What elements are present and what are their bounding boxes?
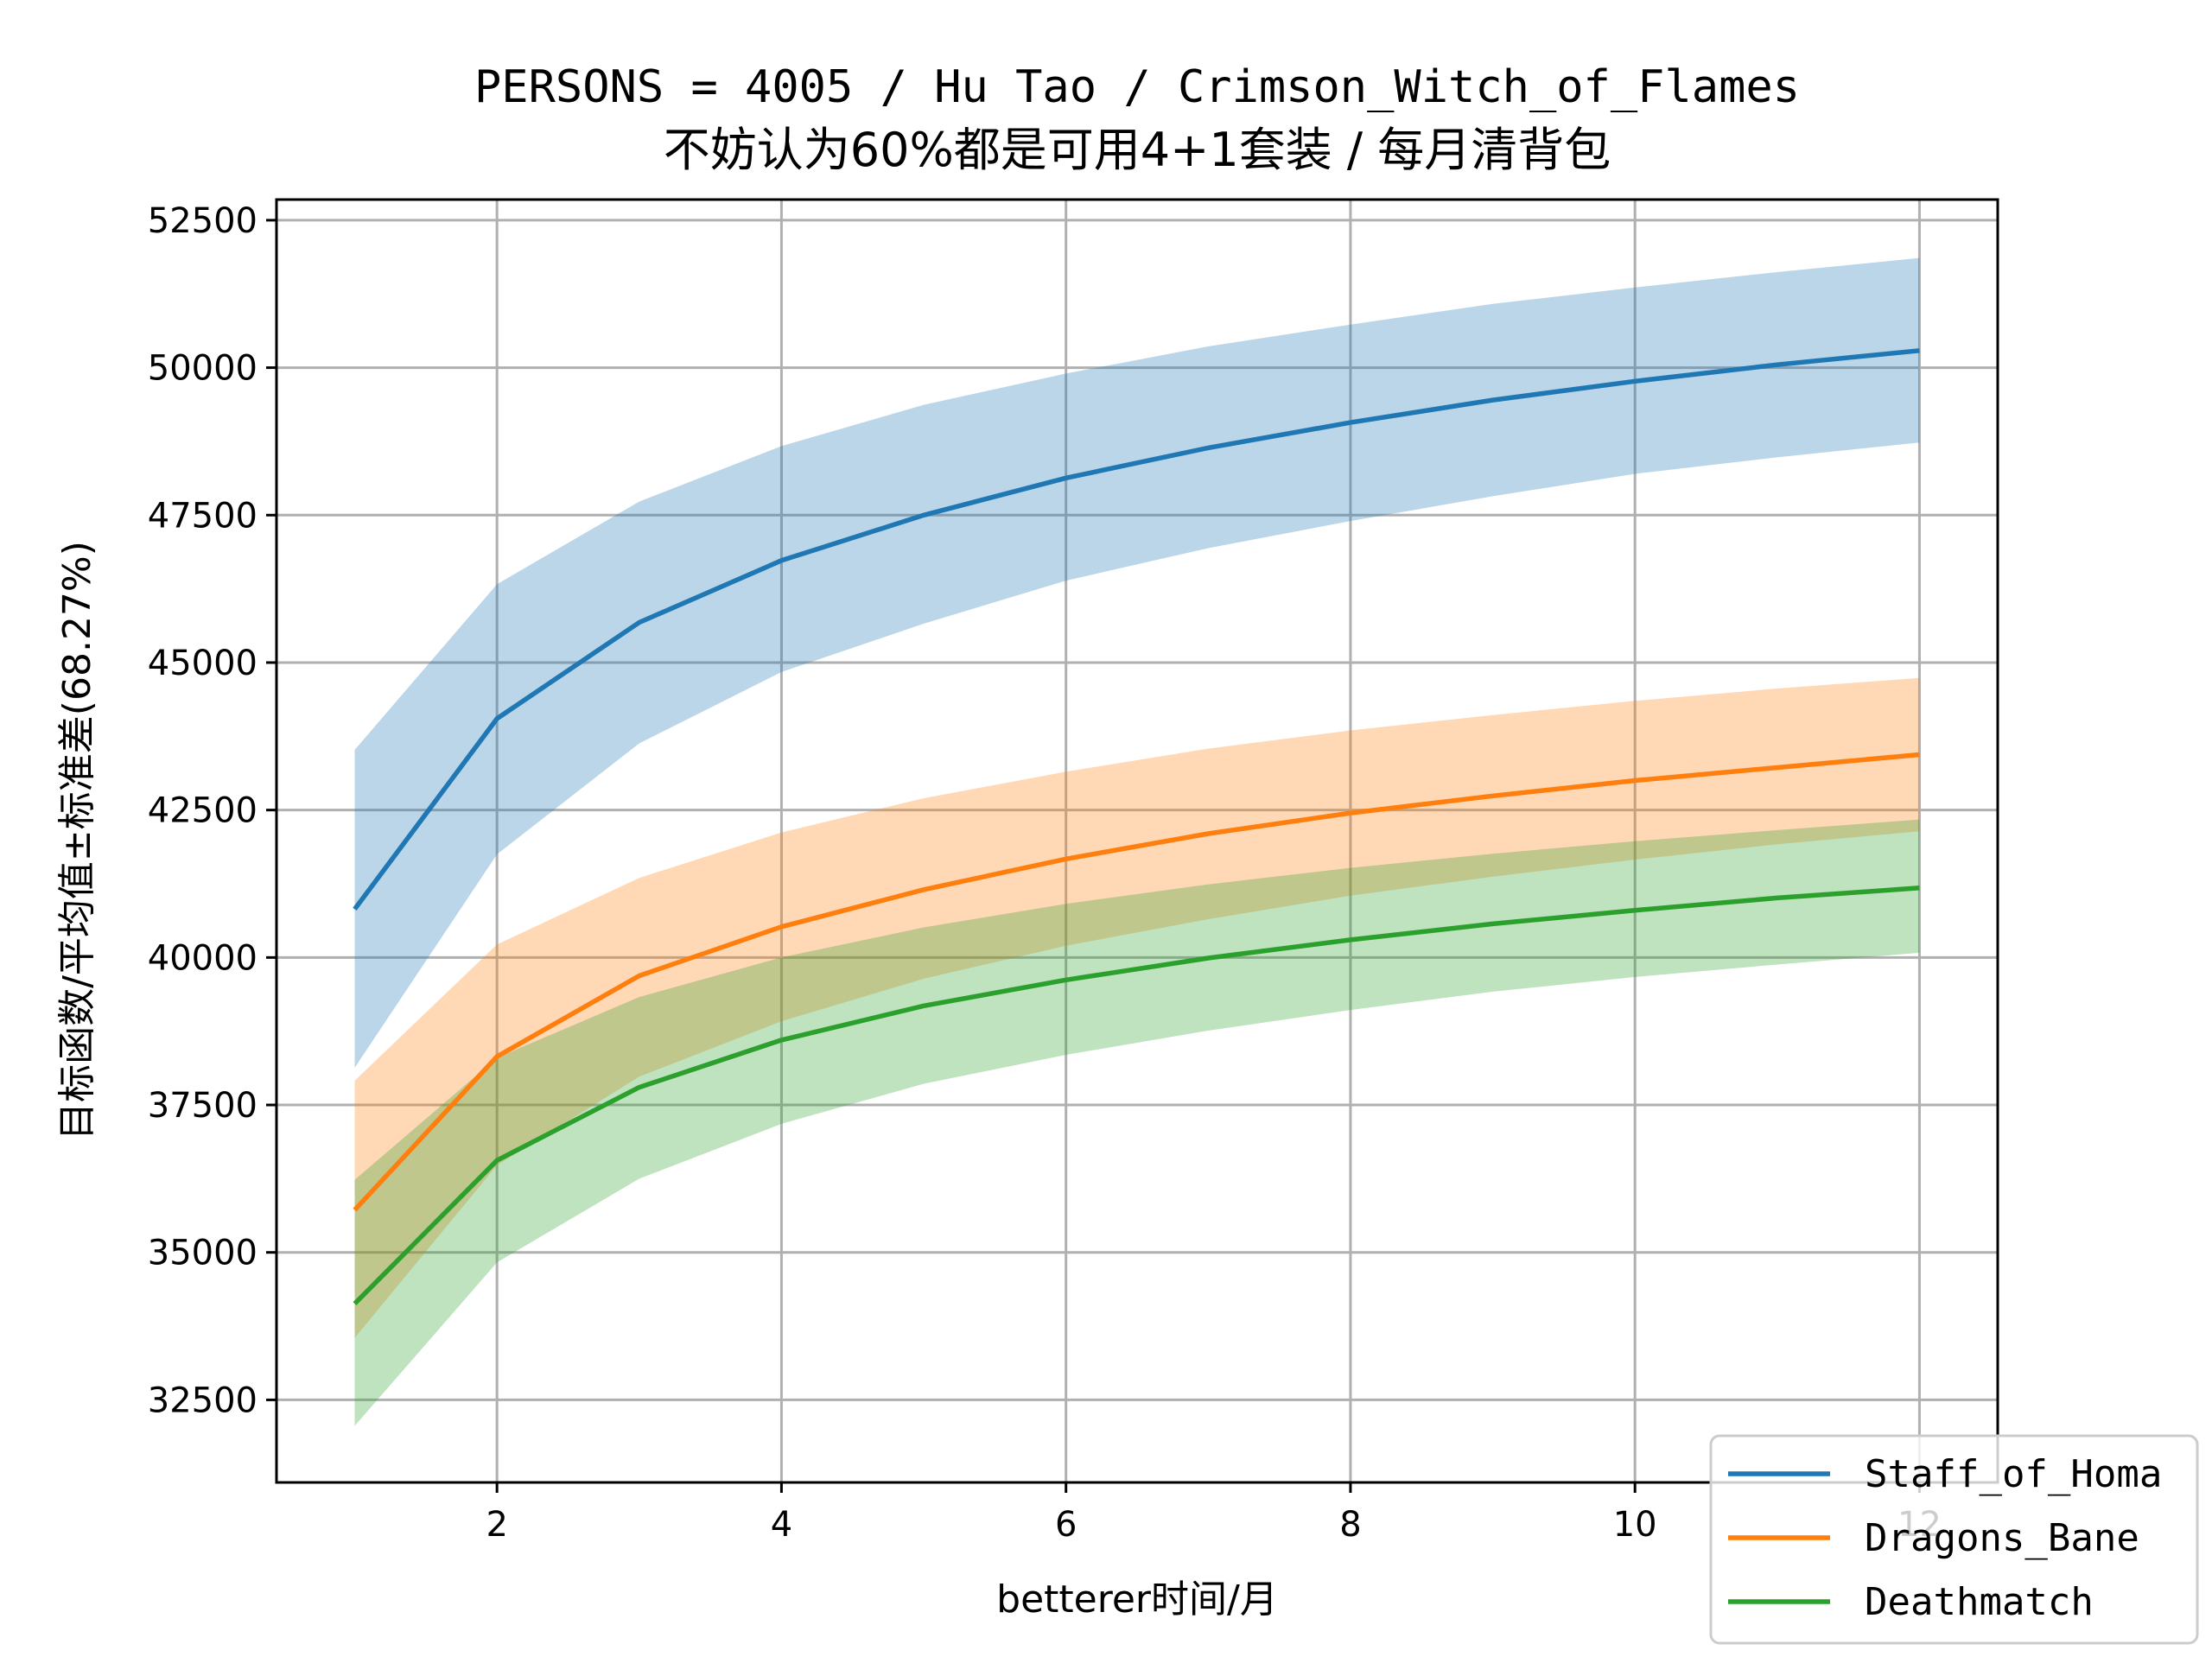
legend-label-staff-of-homa: Staff_of_Homa <box>1865 1452 2162 1496</box>
y-tick-label: 47500 <box>148 496 257 536</box>
y-tick-label: 40000 <box>148 938 257 978</box>
staff-of-homa-std-band <box>354 257 1920 1069</box>
legend-label-deathmatch: Deathmatch <box>1865 1580 2094 1624</box>
x-tick-label: 6 <box>1055 1505 1077 1545</box>
y-axis-ticks: 32500 35000 37500 40000 42500 45000 47500 50000… <box>148 201 276 1420</box>
x-tick-label: 2 <box>486 1505 507 1545</box>
y-tick-label: 37500 <box>148 1086 257 1126</box>
grid <box>276 200 1998 1482</box>
dragons-bane-std-band <box>354 677 1920 1338</box>
dragons-bane-line <box>353 752 1920 1212</box>
staff-of-homa-line <box>353 348 1920 911</box>
y-tick-label: 50000 <box>148 349 257 389</box>
plot-frame <box>275 198 1999 1484</box>
y-tick-label: 45000 <box>148 644 257 683</box>
series-lines <box>353 348 1920 1306</box>
legend-box <box>1709 1434 2199 1645</box>
deathmatch-std-band <box>354 819 1920 1426</box>
x-tick-label: 4 <box>771 1505 792 1545</box>
y-axis-label: 目标函数/平均值±标准差(68.27%) <box>55 541 99 1140</box>
std-bands <box>354 257 1920 1426</box>
y-tick-label: 42500 <box>148 791 257 831</box>
x-tick-label: 8 <box>1339 1505 1361 1545</box>
y-tick-label: 35000 <box>148 1234 257 1273</box>
y-tick-label: 52500 <box>148 201 257 241</box>
x-tick-label: 10 <box>1613 1505 1657 1545</box>
chart-subtitle: 不妨认为60%都是可用4+1套装 / 每月清背包 <box>664 123 1611 177</box>
legend-label-dragons-bane: Dragons_Bane <box>1865 1516 2139 1560</box>
x-axis-label: betterer时间/月 <box>996 1577 1278 1622</box>
y-tick-label: 32500 <box>148 1381 257 1420</box>
deathmatch-line <box>353 885 1920 1306</box>
chart-title: PERSONS = 4005 / Hu Tao / Crimson_Witch_… <box>474 61 1800 113</box>
legend: Staff_of_Homa Dragons_Bane Deathmatch <box>1709 1434 2199 1645</box>
